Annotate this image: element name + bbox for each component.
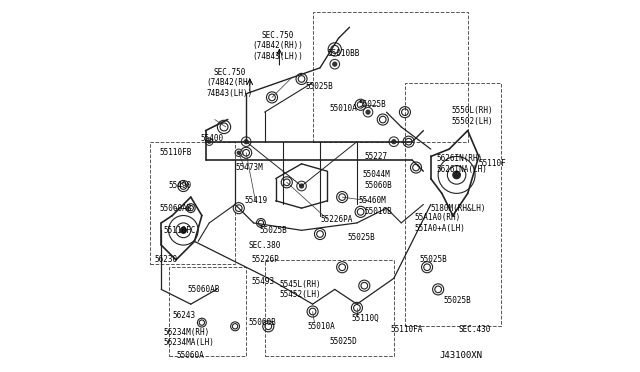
Text: 55044M: 55044M (362, 170, 390, 179)
Circle shape (244, 140, 248, 144)
Text: 55060AB: 55060AB (159, 203, 192, 213)
Text: 55226P: 55226P (252, 255, 280, 264)
Text: 55010A: 55010A (307, 322, 335, 331)
Text: 55400: 55400 (200, 134, 223, 142)
Bar (264, 260, 394, 356)
Text: 56243: 56243 (172, 311, 195, 320)
Text: 55060AB: 55060AB (187, 285, 220, 294)
Text: 55227: 55227 (364, 152, 387, 161)
Circle shape (366, 110, 370, 114)
Circle shape (300, 184, 303, 188)
Text: 55110FC: 55110FC (163, 226, 195, 235)
Text: SEC.380: SEC.380 (248, 241, 280, 250)
Circle shape (453, 171, 460, 179)
Text: 55110FA: 55110FA (390, 326, 422, 334)
Text: 55493: 55493 (252, 278, 275, 286)
Text: 55473M: 55473M (235, 163, 263, 172)
Text: 55025B: 55025B (444, 296, 472, 305)
Text: 5626IN(RH)
5626INA(LH): 5626IN(RH) 5626INA(LH) (436, 154, 487, 174)
Circle shape (237, 151, 240, 154)
Text: 55025B: 55025B (348, 233, 376, 242)
Text: 5180M(RH&LH): 5180M(RH&LH) (431, 203, 486, 213)
Text: 55A1A0(RH)
55IA0+A(LH): 55A1A0(RH) 55IA0+A(LH) (414, 213, 465, 232)
Text: 56230: 56230 (155, 255, 178, 264)
Text: 55010A: 55010A (329, 104, 357, 113)
Text: 55490: 55490 (168, 182, 192, 190)
Text: J43100XN: J43100XN (440, 351, 483, 360)
Circle shape (392, 140, 396, 144)
Text: 55010BB: 55010BB (328, 49, 360, 58)
Text: 55110FB: 55110FB (159, 148, 192, 157)
Text: 5545L(RH)
55452(LH): 5545L(RH) 55452(LH) (280, 280, 321, 299)
Text: SEC.430: SEC.430 (458, 326, 491, 334)
Text: 55460M: 55460M (359, 196, 387, 205)
Circle shape (208, 140, 211, 143)
Text: 55025B: 55025B (259, 226, 287, 235)
Circle shape (180, 227, 186, 233)
Text: 55226PA: 55226PA (320, 215, 353, 224)
Bar (405, 83, 501, 326)
Text: 55025B: 55025B (359, 100, 387, 109)
Circle shape (333, 62, 337, 66)
Text: 55060B: 55060B (248, 318, 276, 327)
Text: SEC.750
(74B42(RH)
74B43(LH)): SEC.750 (74B42(RH) 74B43(LH)) (207, 68, 253, 97)
Bar (150, 142, 235, 263)
Text: SEC.750
(74B42(RH))
(74B43(LH)): SEC.750 (74B42(RH)) (74B43(LH)) (252, 31, 303, 61)
Text: 55010B: 55010B (364, 207, 392, 217)
Text: 55110F: 55110F (479, 159, 506, 169)
Bar (168, 267, 246, 356)
Text: 55110Q: 55110Q (351, 314, 379, 323)
Text: 55025B: 55025B (420, 255, 447, 264)
Text: 55419: 55419 (244, 196, 268, 205)
Text: 55025B: 55025B (305, 82, 333, 91)
Text: 56234M(RH)
56234MA(LH): 56234M(RH) 56234MA(LH) (163, 328, 214, 347)
Text: 55060A: 55060A (176, 351, 204, 360)
Text: 5550L(RH)
55502(LH): 5550L(RH) 55502(LH) (451, 106, 493, 125)
Bar (312, 13, 468, 142)
Text: 55060B: 55060B (364, 182, 392, 190)
Text: 55025D: 55025D (329, 337, 357, 346)
